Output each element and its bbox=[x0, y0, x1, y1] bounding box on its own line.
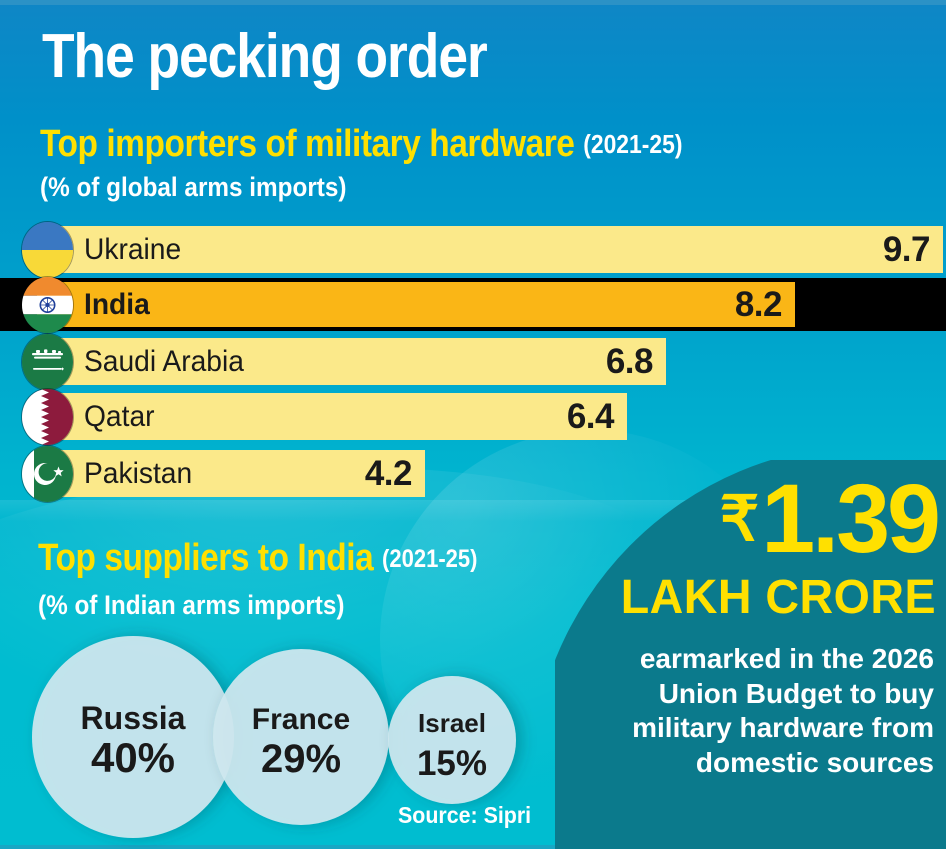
saudi-arabia-flag-icon bbox=[22, 333, 73, 390]
suppliers-heading: Top suppliers to India (2021-25) bbox=[38, 537, 477, 580]
importers-heading-text: Top importers of military hardware bbox=[40, 123, 575, 165]
bar-row: Saudi Arabia 6.8 bbox=[0, 333, 666, 390]
budget-desc-line-4: domestic sources bbox=[695, 747, 934, 779]
venn-country-label: France bbox=[252, 703, 350, 736]
bar-value-label: 4.2 bbox=[364, 453, 413, 493]
venn-value-label: 40% bbox=[91, 734, 175, 781]
venn-circle-group bbox=[32, 636, 234, 838]
bar-row: Ukraine 9.7 bbox=[0, 221, 943, 278]
bar-value-label: 6.8 bbox=[605, 341, 654, 381]
importers-period: (2021-25) bbox=[583, 129, 683, 159]
bar-value-label: 8.2 bbox=[734, 284, 783, 324]
suppliers-subtitle: (% of Indian arms imports) bbox=[38, 590, 345, 620]
venn-circle bbox=[213, 649, 389, 825]
bar-country-label: India bbox=[84, 287, 150, 321]
bar-row: Qatar 6.4 bbox=[0, 388, 627, 445]
india-flag-icon bbox=[22, 276, 73, 333]
venn-value-label: 29% bbox=[261, 737, 341, 781]
bar-fill bbox=[37, 393, 627, 440]
source-label: Source: Sipri bbox=[398, 802, 532, 828]
importers-subtitle: (% of global arms imports) bbox=[40, 172, 347, 202]
bar-country-label: Pakistan bbox=[84, 456, 193, 490]
page-title: The pecking order bbox=[42, 22, 488, 91]
venn-circle-group bbox=[213, 649, 389, 825]
venn-country-label: Russia bbox=[81, 700, 186, 736]
top-edge-strip bbox=[0, 0, 946, 5]
bar-row: Pakistan 4.2 bbox=[0, 445, 425, 502]
budget-desc-line-2: Union Budget to buy bbox=[658, 677, 934, 709]
bar-country-label: Ukraine bbox=[84, 232, 182, 266]
budget-unit: LAKH CRORE bbox=[620, 571, 936, 624]
qatar-flag-icon bbox=[22, 388, 73, 445]
bar-country-label: Saudi Arabia bbox=[84, 344, 244, 378]
venn-value-label: 15% bbox=[417, 744, 487, 783]
venn-circle bbox=[32, 636, 234, 838]
suppliers-heading-text: Top suppliers to India bbox=[38, 537, 374, 579]
venn-circle-group bbox=[388, 676, 516, 804]
bottom-edge-strip bbox=[0, 845, 946, 849]
rupee-icon: ₹ bbox=[719, 485, 760, 554]
venn-country-label: Israel bbox=[418, 708, 486, 738]
budget-description: earmarked in the 2026 Union Budget to bu… bbox=[567, 642, 934, 781]
venn-circle bbox=[388, 676, 516, 804]
bar-fill bbox=[37, 450, 425, 497]
budget-amount-value: 1.39 bbox=[761, 464, 941, 573]
bar-fill bbox=[37, 338, 666, 385]
suppliers-period: (2021-25) bbox=[382, 545, 478, 573]
importers-heading: Top importers of military hardware (2021-… bbox=[40, 123, 682, 166]
budget-desc-line-3: military hardware from bbox=[632, 712, 934, 744]
bar-fill bbox=[37, 226, 943, 273]
bar-row: India 8.2 bbox=[0, 276, 946, 333]
bar-fill bbox=[37, 282, 795, 327]
budget-desc-line-1: earmarked in the 2026 bbox=[639, 643, 934, 674]
importers-bar-chart: Ukraine 9.7 India 8.2 Saudi Arabia 6.8 Qatar 6.… bbox=[0, 0, 946, 502]
pakistan-flag-icon bbox=[22, 445, 73, 502]
budget-panel: ₹1.39 LAKH CRORE earmarked in the 2026 U… bbox=[555, 460, 946, 849]
bar-country-label: Qatar bbox=[84, 399, 155, 433]
bar-value-label: 6.4 bbox=[566, 396, 615, 436]
bar-value-label: 9.7 bbox=[882, 229, 931, 269]
budget-amount: ₹1.39 bbox=[555, 470, 941, 567]
